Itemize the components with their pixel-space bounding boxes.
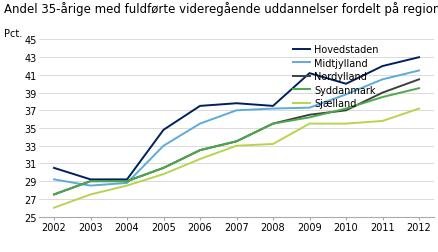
- Nordylland: [270, 122, 276, 125]
- Text: Andel 35-årige med fuldførte videregående uddannelser fordelt på regioner. 2012: Andel 35-årige med fuldførte videregåend…: [4, 3, 438, 16]
- Line: Midtjylland: Midtjylland: [54, 71, 419, 186]
- Midtjylland: [417, 70, 422, 73]
- Line: Nordylland: Nordylland: [54, 80, 419, 195]
- Midtjylland: [161, 145, 166, 148]
- Syddanmark: [124, 180, 130, 183]
- Sjælland: [124, 184, 130, 187]
- Sjælland: [198, 158, 203, 161]
- Syddanmark: [51, 193, 57, 196]
- Line: Hovedstaden: Hovedstaden: [54, 58, 419, 180]
- Syddanmark: [198, 149, 203, 152]
- Sjælland: [380, 120, 385, 123]
- Midtjylland: [124, 182, 130, 185]
- Hovedstaden: [343, 83, 349, 86]
- Sjælland: [88, 193, 93, 196]
- Hovedstaden: [124, 178, 130, 181]
- Sjælland: [307, 122, 312, 125]
- Hovedstaden: [417, 56, 422, 59]
- Syddanmark: [417, 87, 422, 90]
- Nordylland: [307, 114, 312, 117]
- Line: Syddanmark: Syddanmark: [54, 89, 419, 195]
- Hovedstaden: [88, 178, 93, 181]
- Hovedstaden: [380, 65, 385, 68]
- Midtjylland: [234, 109, 239, 112]
- Hovedstaden: [307, 72, 312, 75]
- Sjælland: [234, 145, 239, 148]
- Syddanmark: [380, 96, 385, 99]
- Midtjylland: [51, 178, 57, 181]
- Text: Pct.: Pct.: [4, 28, 22, 39]
- Nordylland: [124, 180, 130, 183]
- Syddanmark: [343, 108, 349, 111]
- Syddanmark: [88, 180, 93, 183]
- Nordylland: [380, 92, 385, 95]
- Nordylland: [198, 149, 203, 152]
- Hovedstaden: [198, 105, 203, 108]
- Line: Sjælland: Sjælland: [54, 109, 419, 208]
- Syddanmark: [234, 140, 239, 143]
- Nordylland: [343, 109, 349, 112]
- Sjælland: [343, 122, 349, 125]
- Midtjylland: [198, 122, 203, 125]
- Sjælland: [51, 206, 57, 209]
- Sjælland: [417, 108, 422, 111]
- Midtjylland: [307, 107, 312, 110]
- Midtjylland: [380, 78, 385, 81]
- Hovedstaden: [51, 167, 57, 170]
- Nordylland: [161, 167, 166, 170]
- Hovedstaden: [234, 102, 239, 105]
- Sjælland: [161, 173, 166, 176]
- Nordylland: [234, 140, 239, 143]
- Syddanmark: [307, 116, 312, 119]
- Nordylland: [51, 193, 57, 196]
- Nordylland: [88, 180, 93, 183]
- Legend: Hovedstaden, Midtjylland, Nordylland, Syddanmark, Sjælland: Hovedstaden, Midtjylland, Nordylland, Sy…: [293, 45, 378, 109]
- Syddanmark: [270, 122, 276, 125]
- Sjælland: [270, 143, 276, 146]
- Syddanmark: [161, 167, 166, 170]
- Midtjylland: [343, 93, 349, 97]
- Hovedstaden: [270, 105, 276, 108]
- Hovedstaden: [161, 129, 166, 132]
- Nordylland: [417, 78, 422, 81]
- Midtjylland: [88, 184, 93, 187]
- Midtjylland: [270, 108, 276, 111]
